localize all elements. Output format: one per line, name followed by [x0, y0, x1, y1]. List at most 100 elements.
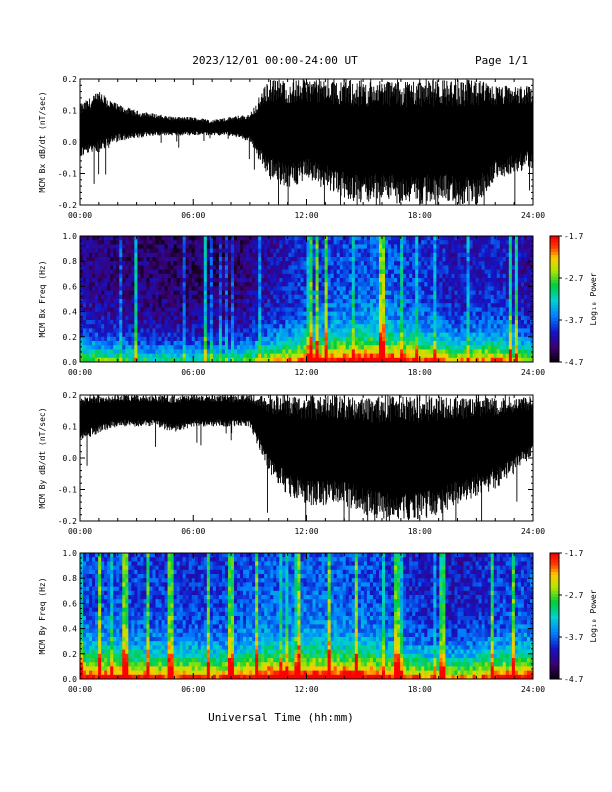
heat-cell — [409, 315, 413, 321]
heat-cell — [291, 332, 295, 338]
heat-cell — [406, 240, 410, 245]
heat-cell — [137, 236, 141, 241]
heat-cell — [107, 320, 111, 325]
heat-cell — [131, 341, 135, 346]
heat-cell — [520, 261, 525, 266]
heat-cell — [478, 265, 483, 270]
heat-cell — [430, 294, 434, 300]
heat-cell — [209, 332, 214, 338]
heat-cell — [421, 345, 425, 350]
heat-cell — [86, 294, 90, 300]
heat-cell — [294, 315, 298, 321]
heat-cell — [442, 257, 446, 262]
heat-cell — [209, 257, 214, 262]
heat-cell — [336, 290, 341, 296]
heat-cell — [179, 324, 184, 329]
heat-cell — [294, 336, 298, 342]
heat-cell — [523, 290, 528, 296]
heat-cell — [336, 315, 341, 321]
heat-cell — [122, 248, 126, 254]
heat-cell — [487, 244, 492, 249]
heat-cell — [517, 261, 522, 266]
heat-cell — [321, 341, 326, 346]
heat-cell — [155, 357, 159, 363]
heat-cell — [249, 282, 253, 287]
heat-cell — [167, 261, 171, 266]
heat-cell — [303, 278, 307, 283]
heat-cell — [221, 324, 226, 329]
heat-cell — [194, 303, 199, 308]
heat-cell — [197, 315, 202, 321]
heat-cell — [309, 349, 313, 354]
heat-cell — [439, 240, 443, 245]
heat-cell — [92, 244, 96, 249]
heat-cell — [514, 257, 519, 262]
heat-cell — [279, 236, 283, 241]
heat-cell — [297, 299, 301, 304]
heat-cell — [122, 273, 126, 279]
heat-cell — [185, 303, 190, 308]
heat-cell — [279, 290, 283, 296]
heat-cell — [240, 357, 244, 363]
heat-cell — [80, 286, 84, 291]
x-tick-label: 18:00 — [408, 368, 432, 377]
heat-cell — [267, 257, 271, 262]
heat-cell — [499, 273, 504, 279]
heat-cell — [499, 294, 504, 300]
heat-cell — [80, 328, 84, 333]
heat-cell — [185, 240, 190, 245]
heat-cell — [354, 307, 359, 312]
heat-cell — [372, 336, 377, 342]
heat-cell — [231, 307, 235, 312]
heat-cell — [433, 278, 437, 283]
heat-cell — [463, 273, 467, 279]
heat-cell — [131, 257, 135, 262]
heat-cell — [107, 303, 111, 308]
heat-cell — [146, 252, 150, 258]
heat-cell — [291, 244, 295, 249]
heat-cell — [490, 269, 495, 275]
heat-cell — [249, 236, 253, 241]
heat-cell — [252, 248, 256, 254]
heat-cell — [125, 320, 129, 325]
heat-cell — [496, 240, 501, 245]
heat-cell — [418, 315, 422, 321]
heat-cell — [255, 341, 259, 346]
heat-cell — [297, 252, 301, 258]
heat-cell — [227, 273, 232, 279]
heat-cell — [400, 269, 404, 275]
heat-cell — [234, 345, 238, 350]
heat-cell — [285, 257, 289, 262]
heat-cell — [351, 345, 356, 350]
heat-cell — [104, 315, 108, 321]
heat-cell — [342, 320, 347, 325]
heat-cell — [182, 265, 187, 270]
heat-cell — [318, 303, 322, 308]
heat-cell — [460, 290, 464, 296]
heat-cell — [445, 294, 449, 300]
heat-cell — [218, 265, 223, 270]
heat-cell — [164, 320, 168, 325]
heat-cell — [212, 290, 217, 296]
heat-cell — [391, 345, 395, 350]
heat-cell — [306, 269, 310, 275]
heat-cell — [80, 240, 84, 245]
heat-cell — [249, 257, 253, 262]
heat-cell — [345, 345, 350, 350]
heat-cell — [523, 252, 528, 258]
heat-cell — [83, 244, 87, 249]
heat-cell — [279, 307, 283, 312]
heat-cell — [92, 282, 96, 287]
heat-cell — [119, 336, 123, 342]
heat-cell — [215, 282, 220, 287]
heat-cell — [436, 349, 440, 354]
heat-cell — [194, 349, 199, 354]
heat-cell — [505, 324, 510, 329]
heat-cell — [237, 290, 241, 296]
heat-cell — [433, 341, 437, 346]
heat-cell — [421, 357, 425, 363]
heat-cell — [318, 336, 322, 342]
heat-cell — [375, 332, 380, 338]
heat-cell — [149, 341, 153, 346]
heat-cell — [149, 282, 153, 287]
